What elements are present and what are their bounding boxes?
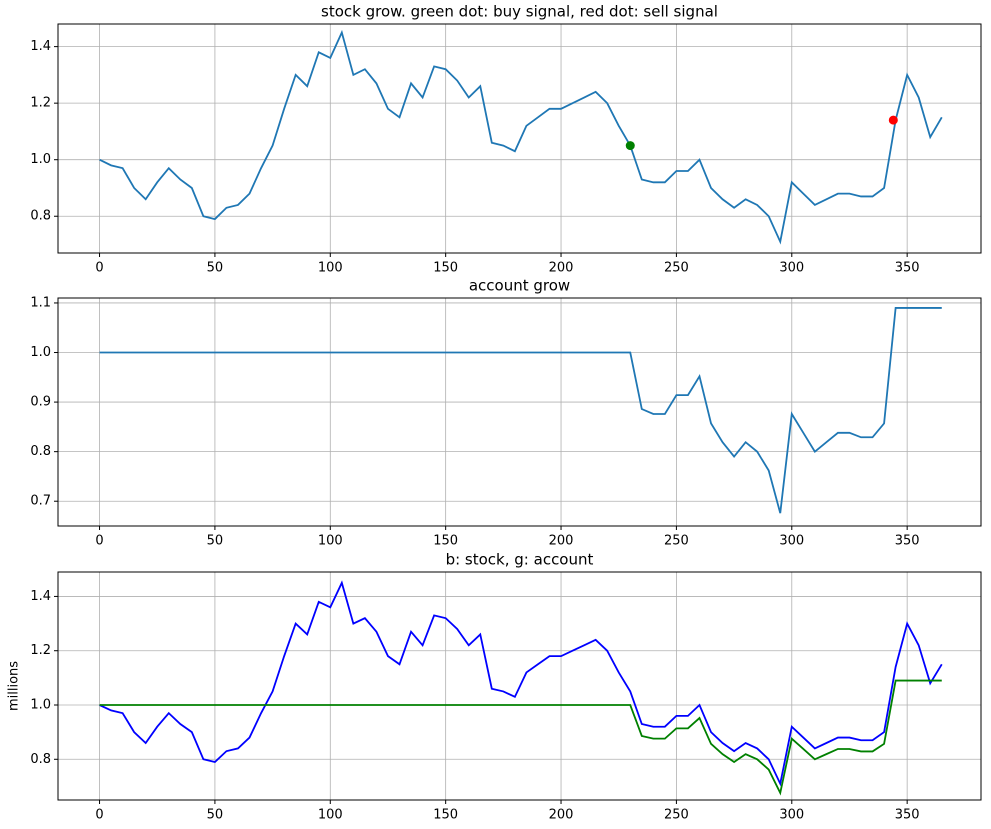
y-tick-label: 0.7 — [30, 494, 51, 509]
y-tick-label: 1.4 — [30, 39, 51, 54]
x-tick-label: 250 — [664, 808, 689, 823]
x-tick-label: 100 — [318, 534, 343, 549]
y-tick-label: 0.8 — [30, 209, 51, 224]
line-series — [99, 679, 942, 796]
chart-title: stock grow. green dot: buy signal, red d… — [321, 3, 718, 21]
x-tick-label: 300 — [779, 534, 804, 549]
y-tick-label: 1.2 — [30, 96, 51, 111]
x-tick-label: 50 — [207, 534, 224, 549]
x-tick-label: 350 — [895, 261, 920, 276]
x-tick-label: 350 — [895, 808, 920, 823]
y-tick-label: 1.0 — [30, 698, 51, 713]
x-tick-label: 250 — [664, 534, 689, 549]
x-tick-label: 150 — [433, 808, 458, 823]
chart-title: account grow — [469, 277, 570, 295]
x-tick-label: 0 — [95, 534, 103, 549]
x-tick-label: 350 — [895, 534, 920, 549]
y-tick-label: 1.4 — [30, 589, 51, 604]
x-tick-label: 300 — [779, 261, 804, 276]
x-tick-label: 0 — [95, 261, 103, 276]
x-tick-label: 200 — [549, 261, 574, 276]
x-tick-label: 50 — [207, 261, 224, 276]
line-series — [99, 580, 943, 787]
x-tick-label: 150 — [433, 261, 458, 276]
plot-frame — [57, 297, 982, 527]
y-tick-label: 1.0 — [30, 345, 51, 360]
x-tick-label: 300 — [779, 808, 804, 823]
y-tick-label: 1.1 — [30, 295, 51, 310]
y-tick-label: 1.0 — [30, 152, 51, 167]
x-tick-label: 0 — [95, 808, 103, 823]
signal-dot — [888, 115, 898, 125]
x-tick-label: 50 — [207, 808, 224, 823]
y-tick-label: 0.8 — [30, 752, 51, 767]
x-tick-label: 100 — [318, 261, 343, 276]
line-series — [99, 29, 943, 245]
x-tick-label: 200 — [549, 534, 574, 549]
x-tick-label: 100 — [318, 808, 343, 823]
x-tick-label: 200 — [549, 808, 574, 823]
x-tick-label: 150 — [433, 534, 458, 549]
signal-dot — [625, 141, 635, 151]
y-tick-label: 0.9 — [30, 395, 51, 410]
plot-frame — [57, 23, 982, 254]
x-tick-label: 250 — [664, 261, 689, 276]
y-axis-label: millions — [7, 661, 22, 711]
plot-frame — [57, 571, 982, 801]
y-tick-label: 0.8 — [30, 444, 51, 459]
chart-title: b: stock, g: account — [446, 551, 594, 569]
line-series — [99, 307, 942, 514]
y-tick-label: 1.2 — [30, 643, 51, 658]
